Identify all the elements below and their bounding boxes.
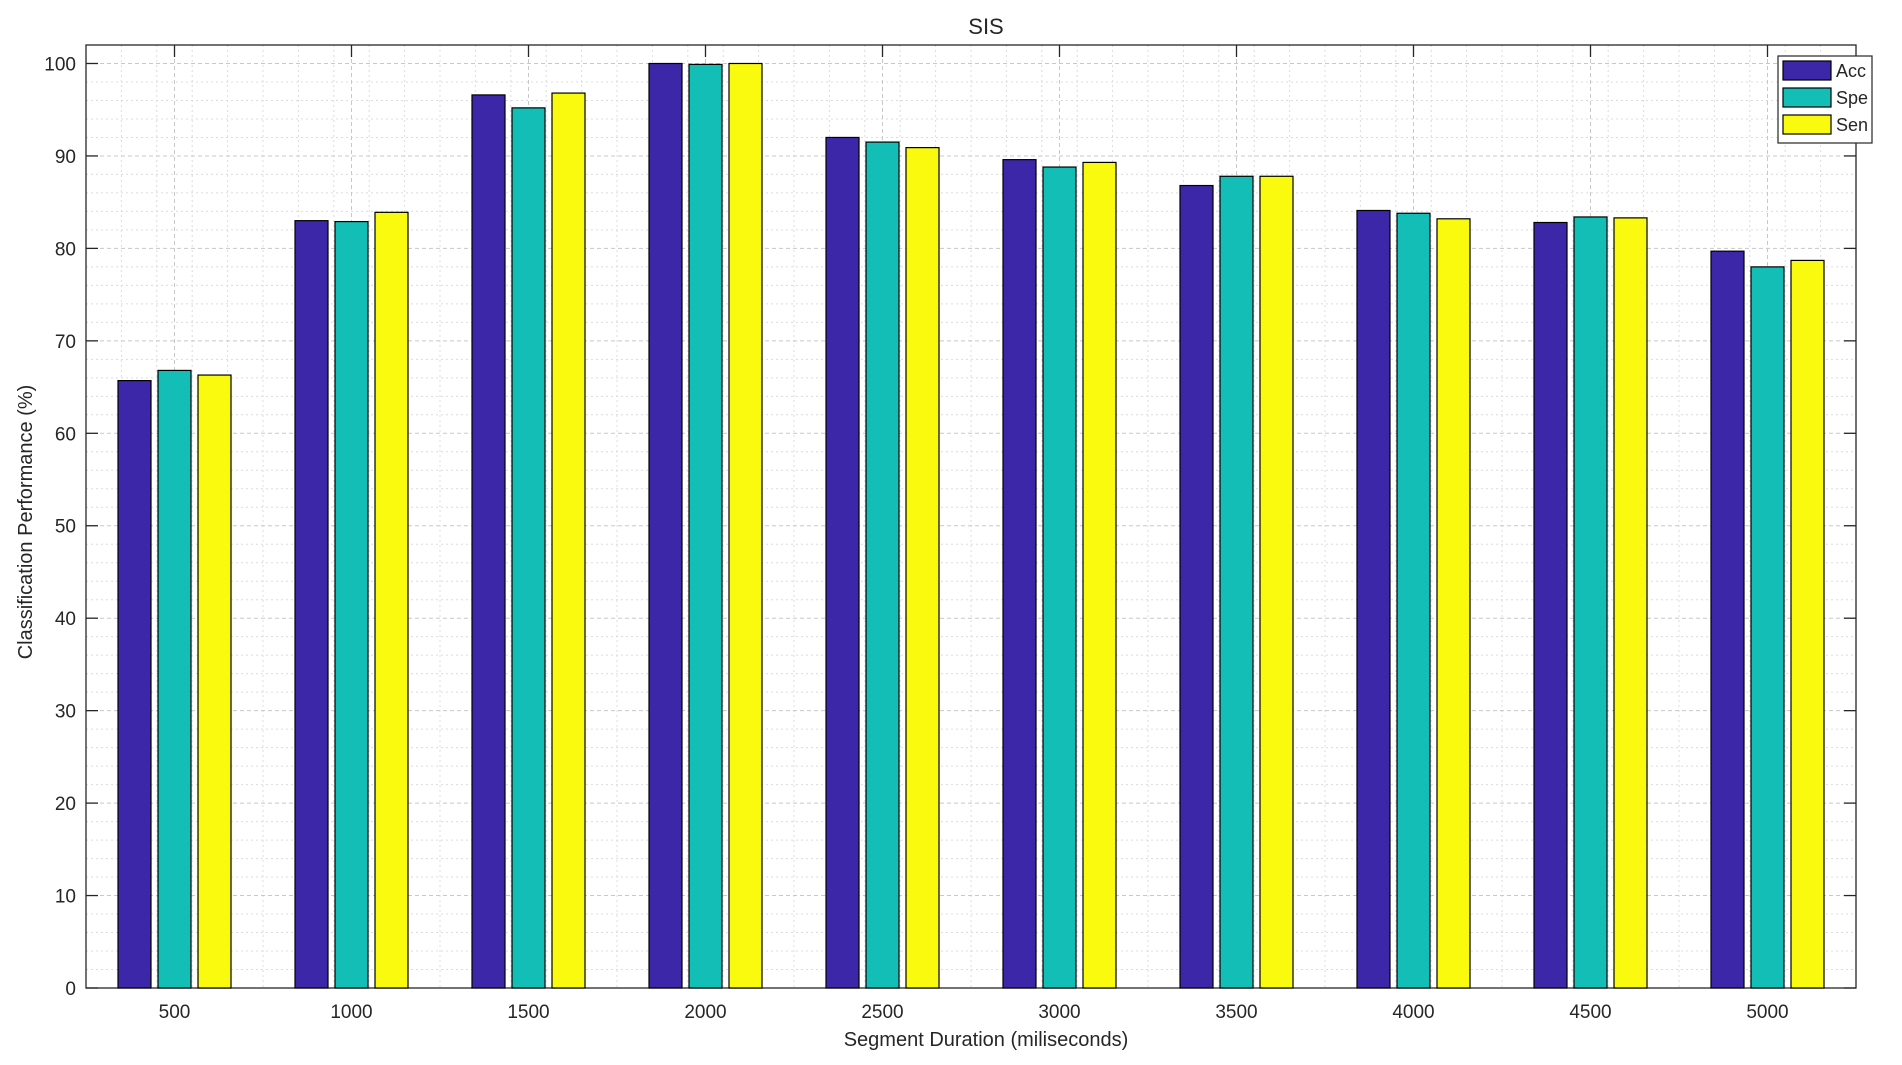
bar-spe-3000	[1042, 166, 1077, 989]
bar-spe-1500	[511, 107, 546, 989]
bar-spe-4500	[1573, 216, 1608, 989]
bar-sen-2000	[728, 62, 763, 989]
x-tick-label: 500	[159, 1002, 191, 1023]
legend-swatch-spe	[1782, 87, 1832, 108]
bar-sen-4000	[1436, 218, 1471, 989]
y-tick-label: 70	[55, 332, 76, 353]
bar-sen-2500	[905, 147, 940, 989]
bar-acc-3000	[1002, 159, 1037, 989]
bar-spe-1000	[334, 220, 369, 989]
y-tick-label: 80	[55, 239, 76, 260]
x-tick-label: 5000	[1746, 1002, 1788, 1023]
y-tick-label: 90	[55, 147, 76, 168]
x-tick-label: 2500	[861, 1002, 903, 1023]
y-axis-label: Classification Performance (%)	[15, 385, 37, 660]
y-tick-label: 20	[55, 794, 76, 815]
y-tick-label: 40	[55, 609, 76, 630]
bar-acc-4500	[1533, 221, 1568, 989]
y-tick-label: 50	[55, 517, 76, 538]
bar-sen-5000	[1790, 259, 1825, 989]
bar-acc-1500	[471, 94, 506, 989]
bar-acc-1000	[294, 220, 329, 989]
axes-box	[85, 44, 1857, 989]
y-tick-label: 30	[55, 702, 76, 723]
bar-sen-1000	[374, 211, 409, 989]
bar-acc-500	[117, 379, 152, 989]
x-tick-label: 4500	[1569, 1002, 1611, 1023]
bar-sen-3500	[1259, 175, 1294, 989]
x-axis-label: Segment Duration (miliseconds)	[844, 1029, 1129, 1051]
y-tick-label: 10	[55, 887, 76, 908]
legend-label-sen: Sen	[1836, 115, 1868, 135]
bar-sen-1500	[551, 92, 586, 989]
bar-sen-3000	[1082, 161, 1117, 989]
bar-sen-500	[197, 374, 232, 989]
bar-spe-5000	[1750, 266, 1785, 989]
x-tick-label: 3500	[1215, 1002, 1257, 1023]
legend-label-spe: Spe	[1836, 88, 1868, 108]
bar-spe-500	[157, 369, 192, 989]
y-tick-label: 100	[44, 54, 76, 75]
legend-swatch-sen	[1782, 114, 1832, 135]
bar-acc-2000	[648, 62, 683, 989]
y-tick-label: 60	[55, 424, 76, 445]
legend-label-acc: Acc	[1836, 61, 1866, 81]
bar-spe-2000	[688, 63, 723, 989]
bars	[117, 62, 1825, 989]
x-tick-label: 3000	[1038, 1002, 1080, 1023]
legend: Acc Spe Sen	[1777, 55, 1873, 144]
bar-sen-4500	[1613, 217, 1648, 989]
y-tick-label: 0	[65, 979, 76, 1000]
bar-acc-3500	[1179, 184, 1214, 989]
bar-spe-3500	[1219, 175, 1254, 989]
chart-title: SIS	[968, 14, 1003, 39]
x-tick-label: 4000	[1392, 1002, 1434, 1023]
bar-acc-5000	[1710, 250, 1745, 989]
bar-acc-2500	[825, 136, 860, 989]
x-tick-label: 2000	[684, 1002, 726, 1023]
x-tick-label: 1000	[330, 1002, 372, 1023]
legend-swatch-acc	[1782, 60, 1832, 81]
bar-spe-2500	[865, 141, 900, 989]
bar-spe-4000	[1396, 212, 1431, 989]
x-tick-label: 1500	[507, 1002, 549, 1023]
bar-acc-4000	[1356, 209, 1391, 989]
